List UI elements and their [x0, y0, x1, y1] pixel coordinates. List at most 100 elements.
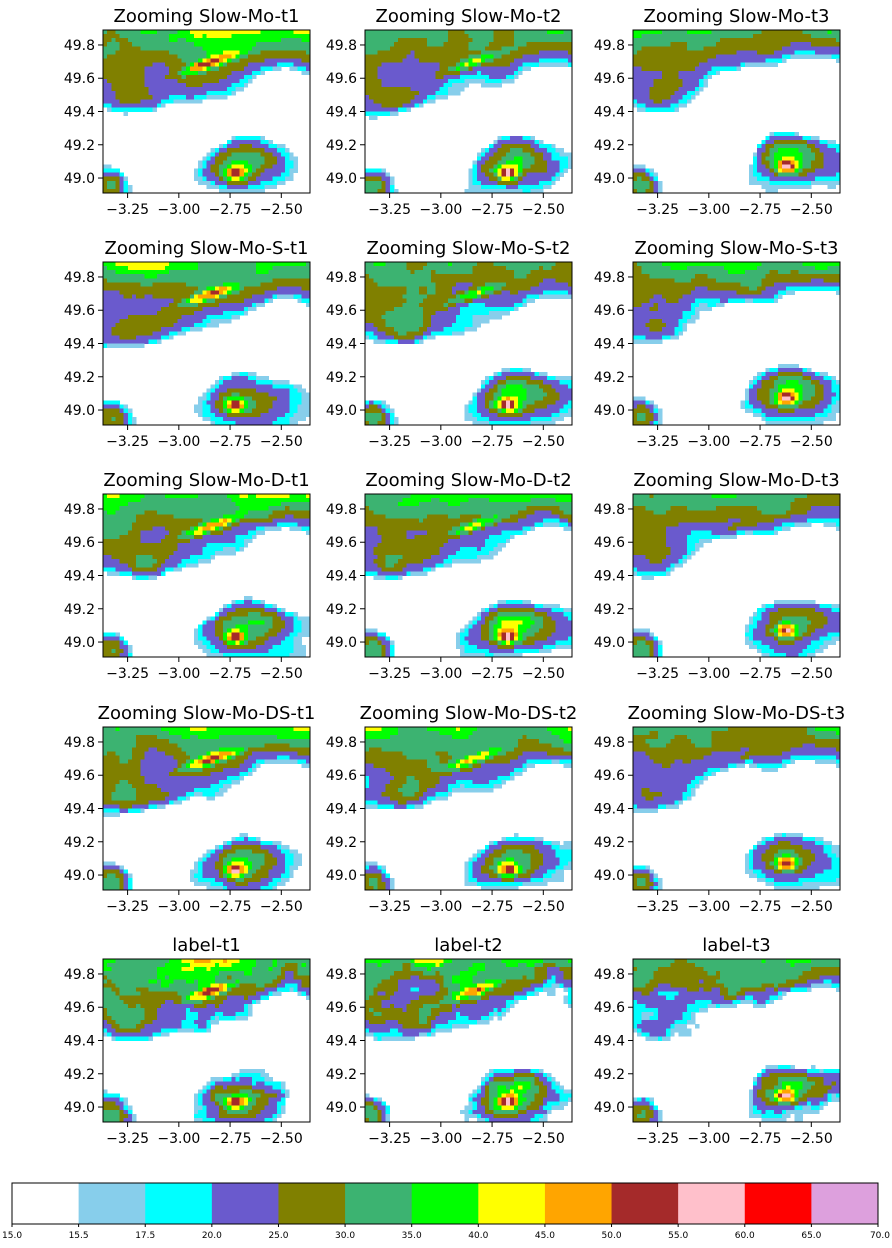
field-cell	[194, 66, 199, 72]
field-cell	[103, 404, 108, 410]
field-cell	[231, 58, 236, 63]
field-cell	[218, 74, 224, 80]
field-cell	[301, 34, 307, 39]
field-cell	[534, 180, 540, 186]
field-cell	[156, 30, 162, 35]
field-cell	[468, 306, 473, 312]
field-cell	[127, 290, 133, 295]
field-cell	[144, 266, 149, 271]
field-cell	[136, 82, 141, 88]
field-cell	[501, 298, 507, 304]
field-cell	[223, 319, 228, 324]
field-cell	[406, 270, 411, 275]
field-cell	[480, 66, 486, 72]
field-cell	[699, 70, 704, 76]
field-cell	[464, 306, 469, 312]
field-cell	[431, 30, 436, 35]
field-cell	[641, 82, 646, 88]
field-cell	[214, 156, 220, 161]
field-cell	[202, 34, 207, 39]
field-cell	[148, 107, 153, 112]
field-cell	[690, 78, 696, 84]
field-cell	[181, 290, 187, 295]
field-cell	[443, 262, 449, 267]
field-cell	[732, 62, 737, 67]
field-cell	[402, 310, 407, 316]
field-cell	[786, 42, 791, 47]
field-cell	[439, 91, 444, 96]
field-cell	[206, 270, 211, 275]
field-cell	[489, 274, 494, 279]
field-cell	[289, 270, 294, 275]
field-cell	[231, 176, 236, 182]
field-cell	[806, 180, 812, 186]
field-cell	[252, 262, 257, 267]
field-cell	[272, 50, 278, 55]
field-cell	[223, 168, 228, 173]
field-cell	[156, 103, 162, 108]
field-cell	[136, 34, 141, 39]
field-cell	[243, 172, 249, 178]
field-cell	[369, 66, 374, 72]
field-cell	[567, 54, 573, 59]
field-cell	[239, 266, 245, 271]
field-cell	[538, 30, 544, 35]
field-cell	[674, 99, 679, 104]
field-cell	[127, 278, 133, 283]
field-cell	[522, 144, 527, 149]
field-cell	[489, 156, 494, 161]
field-cell	[297, 384, 303, 389]
field-cell	[753, 156, 758, 161]
field-cell	[777, 176, 783, 182]
field-cell	[509, 282, 515, 287]
field-cell	[402, 282, 407, 287]
field-cell	[435, 30, 440, 35]
field-cell	[451, 270, 457, 275]
field-cell	[831, 42, 837, 47]
field-cell	[160, 290, 166, 295]
field-cell	[831, 164, 837, 169]
field-cell	[243, 392, 249, 397]
field-cell	[247, 148, 253, 153]
field-cell	[305, 46, 311, 51]
field-cell	[740, 38, 746, 43]
field-cell	[111, 95, 116, 100]
field-cell	[227, 294, 232, 299]
field-cell	[111, 188, 116, 194]
field-cell	[206, 95, 211, 100]
field-cell	[377, 298, 382, 304]
field-cell	[293, 156, 298, 161]
field-cell	[798, 46, 804, 51]
field-cell	[518, 286, 523, 291]
field-cell	[509, 58, 515, 63]
field-cell	[547, 274, 552, 279]
field-cell	[160, 95, 166, 100]
field-cell	[247, 42, 253, 47]
field-cell	[514, 58, 519, 63]
field-cell	[111, 408, 116, 414]
field-cell	[468, 180, 473, 186]
field-cell	[107, 266, 112, 271]
field-cell	[107, 327, 112, 332]
field-cell	[501, 282, 507, 287]
field-cell	[227, 416, 232, 422]
field-cell	[194, 168, 199, 173]
field-cell	[218, 160, 224, 165]
field-cell	[501, 302, 507, 308]
field-cell	[514, 152, 519, 157]
field-cell	[140, 310, 145, 316]
field-cell	[682, 30, 688, 35]
field-cell	[185, 302, 191, 308]
field-cell	[802, 144, 808, 149]
field-cell	[431, 95, 436, 100]
field-cell	[567, 262, 573, 267]
field-cell	[827, 148, 833, 153]
field-cell	[653, 188, 659, 194]
field-cell	[381, 184, 386, 190]
field-cell	[732, 50, 737, 55]
field-cell	[123, 420, 129, 426]
field-cell	[210, 306, 216, 312]
field-cell	[160, 54, 166, 59]
field-cell	[443, 274, 449, 279]
field-cell	[268, 266, 274, 271]
